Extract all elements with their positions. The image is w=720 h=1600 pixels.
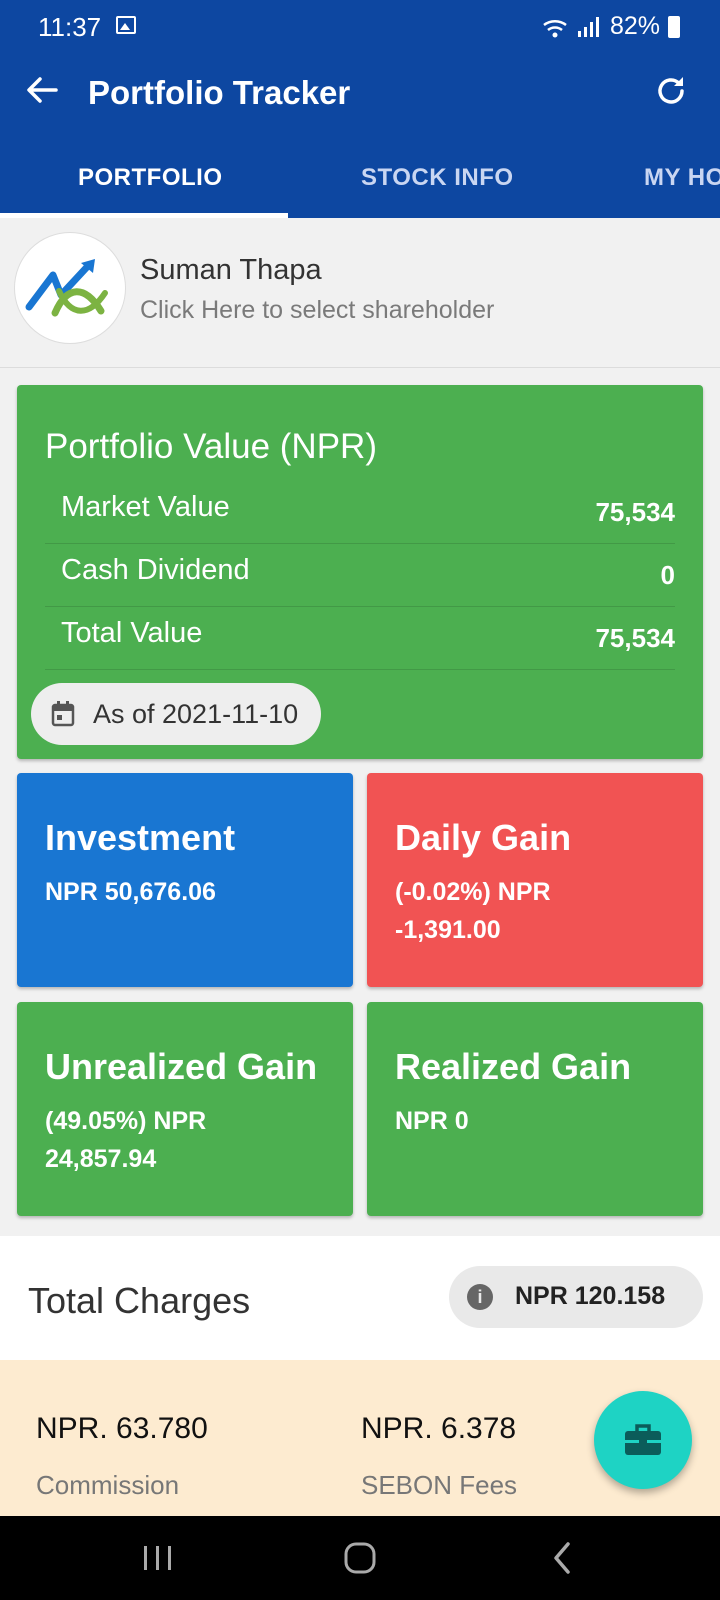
row-value: 0 <box>660 560 675 590</box>
back-nav-icon[interactable] <box>544 1540 584 1576</box>
calendar-icon <box>51 701 75 727</box>
avatar <box>14 232 126 344</box>
daily-gain-amount: -1,391.00 <box>395 916 501 944</box>
tab-my-holdings[interactable]: MY HO <box>644 164 720 191</box>
realized-gain-card[interactable]: Realized Gain NPR 0 <box>367 1002 703 1216</box>
shareholder-selector[interactable]: Suman Thapa Click Here to select shareho… <box>0 218 720 368</box>
back-arrow-icon[interactable] <box>22 70 62 110</box>
row-label: Total Value <box>61 617 203 649</box>
row-label: Cash Dividend <box>61 554 250 586</box>
recent-apps-icon[interactable] <box>138 1540 178 1576</box>
total-charges-chip[interactable]: i NPR 120.158 <box>449 1266 703 1328</box>
daily-gain-percent: (-0.02%) NPR <box>395 878 551 906</box>
investment-value: NPR 50,676.06 <box>45 878 216 906</box>
shareholder-hint: Click Here to select shareholder <box>140 296 495 324</box>
tab-portfolio[interactable]: PORTFOLIO <box>78 164 223 191</box>
toolbox-icon <box>625 1424 661 1455</box>
info-icon: i <box>467 1284 493 1310</box>
status-time: 11:37 <box>38 12 102 42</box>
investment-title: Investment <box>45 817 236 858</box>
tab-stock-info[interactable]: STOCK INFO <box>361 164 514 191</box>
row-value: 75,534 <box>595 497 675 527</box>
daily-gain-card[interactable]: Daily Gain (-0.02%) NPR -1,391.00 <box>367 773 703 987</box>
refresh-icon[interactable] <box>652 72 690 110</box>
market-value-row: Market Value 75,534 <box>45 481 675 544</box>
tab-bar: PORTFOLIO STOCK INFO MY HO <box>0 142 720 218</box>
unrealized-gain-percent: (49.05%) NPR <box>45 1107 207 1135</box>
shareholder-name: Suman Thapa <box>140 254 322 286</box>
system-nav-bar <box>0 1516 720 1600</box>
total-charges-section: Total Charges i NPR 120.158 <box>0 1236 720 1360</box>
tools-fab[interactable] <box>594 1391 692 1489</box>
realized-gain-title: Realized Gain <box>395 1046 632 1087</box>
tab-indicator <box>0 213 288 218</box>
page-title: Portfolio Tracker <box>88 74 351 111</box>
unrealized-gain-amount: 24,857.94 <box>45 1145 157 1173</box>
row-value: 75,534 <box>595 623 675 653</box>
sebon-fees-amount: NPR. 6.378 <box>361 1412 517 1445</box>
total-charges-value: NPR 120.158 <box>515 1282 666 1310</box>
commission-label: Commission <box>36 1470 180 1500</box>
cash-dividend-row: Cash Dividend 0 <box>45 544 675 607</box>
as-of-date-chip[interactable]: As of 2021-11-10 <box>31 683 321 745</box>
investment-card[interactable]: Investment NPR 50,676.06 <box>17 773 353 987</box>
battery-icon <box>668 15 680 38</box>
status-bar: 11:37 82% <box>0 0 720 54</box>
as-of-date: As of 2021-11-10 <box>93 699 299 729</box>
realized-gain-value: NPR 0 <box>395 1107 469 1135</box>
daily-gain-value: (-0.02%) NPR -1,391.00 <box>395 873 695 949</box>
commission-amount: NPR. 63.780 <box>36 1412 208 1445</box>
unrealized-gain-card[interactable]: Unrealized Gain (49.05%) NPR 24,857.94 <box>17 1002 353 1216</box>
app-logo-icon <box>25 259 108 317</box>
sebon-fees-label: SEBON Fees <box>361 1470 518 1500</box>
row-label: Market Value <box>61 491 230 523</box>
daily-gain-title: Daily Gain <box>395 817 572 858</box>
status-indicators: 82% <box>542 12 680 41</box>
unrealized-gain-value: (49.05%) NPR 24,857.94 <box>45 1102 345 1178</box>
unrealized-gain-title: Unrealized Gain <box>45 1046 318 1087</box>
gallery-notification-icon <box>116 16 136 34</box>
portfolio-value-title: Portfolio Value (NPR) <box>45 427 377 466</box>
total-charges-title: Total Charges <box>28 1280 251 1321</box>
battery-percent: 82% <box>609 12 660 40</box>
portfolio-value-card: Portfolio Value (NPR) Market Value 75,53… <box>17 385 703 759</box>
home-icon[interactable] <box>340 1540 380 1576</box>
signal-icon <box>543 16 599 37</box>
total-value-row: Total Value 75,534 <box>45 607 675 670</box>
app-bar: Portfolio Tracker <box>0 54 720 142</box>
